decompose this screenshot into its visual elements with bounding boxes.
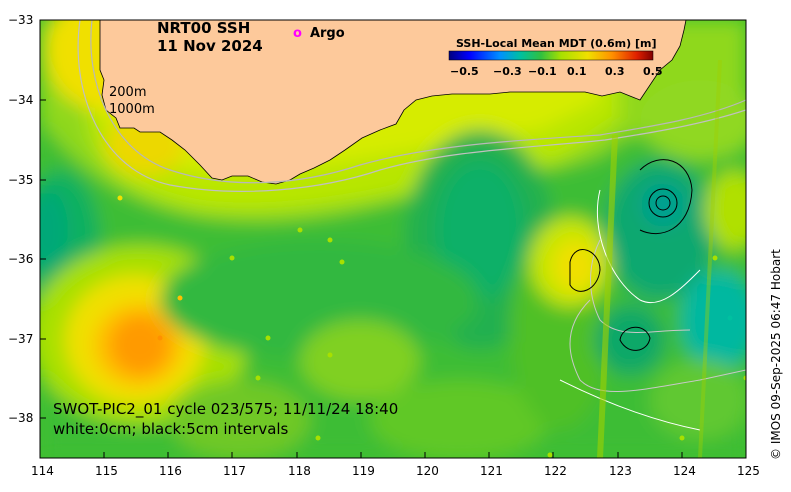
colorbar-title: SSH-Local Mean MDT (0.6m) [m] <box>456 37 657 50</box>
x-tick-label: 120 <box>416 464 439 478</box>
map-title: NRT00 SSH 11 Nov 2024 <box>157 19 263 55</box>
depth-labels: 200m 1000m <box>109 84 155 118</box>
colorbar-tick: 0.5 <box>643 65 663 78</box>
x-tick-label: 124 <box>673 464 696 478</box>
x-tick-label: 125 <box>737 464 760 478</box>
land-mass <box>99 20 687 185</box>
swath-info: SWOT-PIC2_01 cycle 023/575; 11/11/24 18:… <box>53 399 398 439</box>
x-tick-label: 116 <box>159 464 182 478</box>
x-tick-label: 117 <box>223 464 246 478</box>
depth-label-1000: 1000m <box>109 102 155 117</box>
title-line2: 11 Nov 2024 <box>157 37 263 55</box>
title-line1: NRT00 SSH <box>157 19 251 37</box>
depth-label-200: 200m <box>109 85 147 100</box>
x-tick-label: 123 <box>609 464 632 478</box>
y-tick-label: −37 <box>8 332 34 346</box>
x-tick-label: 122 <box>544 464 567 478</box>
x-tick-label: 114 <box>31 464 54 478</box>
credit-text: © IMOS 09-Sep-2025 06:47 Hobart <box>769 249 783 460</box>
x-tick-label: 115 <box>95 464 118 478</box>
y-tick-label: −38 <box>8 411 34 425</box>
colorbar-tick: −0.1 <box>528 65 557 78</box>
axis-ticks <box>39 19 747 458</box>
colorbar-tick: −0.3 <box>493 65 522 78</box>
argo-marker-icon: o <box>293 26 302 41</box>
argo-markers <box>117 195 746 458</box>
swath-info-line1: SWOT-PIC2_01 cycle 023/575; 11/11/24 18:… <box>53 400 399 418</box>
ssh-field <box>40 20 746 458</box>
x-tick-label: 118 <box>288 464 311 478</box>
swath-info-line2: white:0cm; black:5cm intervals <box>53 420 289 438</box>
colorbar-tick: 0.3 <box>605 65 625 78</box>
colorbar-tick: −0.5 <box>450 65 479 78</box>
argo-legend: o Argo <box>293 26 345 41</box>
colorbar-tick: 0.1 <box>567 65 587 78</box>
y-tick-label: −33 <box>8 13 34 27</box>
y-tick-label: −34 <box>8 93 34 107</box>
argo-label: Argo <box>309 26 345 41</box>
y-tick-label: −36 <box>8 252 34 266</box>
x-tick-label: 121 <box>480 464 503 478</box>
colorbar <box>448 50 654 61</box>
y-tick-label: −35 <box>8 173 34 187</box>
x-tick-label: 119 <box>352 464 375 478</box>
